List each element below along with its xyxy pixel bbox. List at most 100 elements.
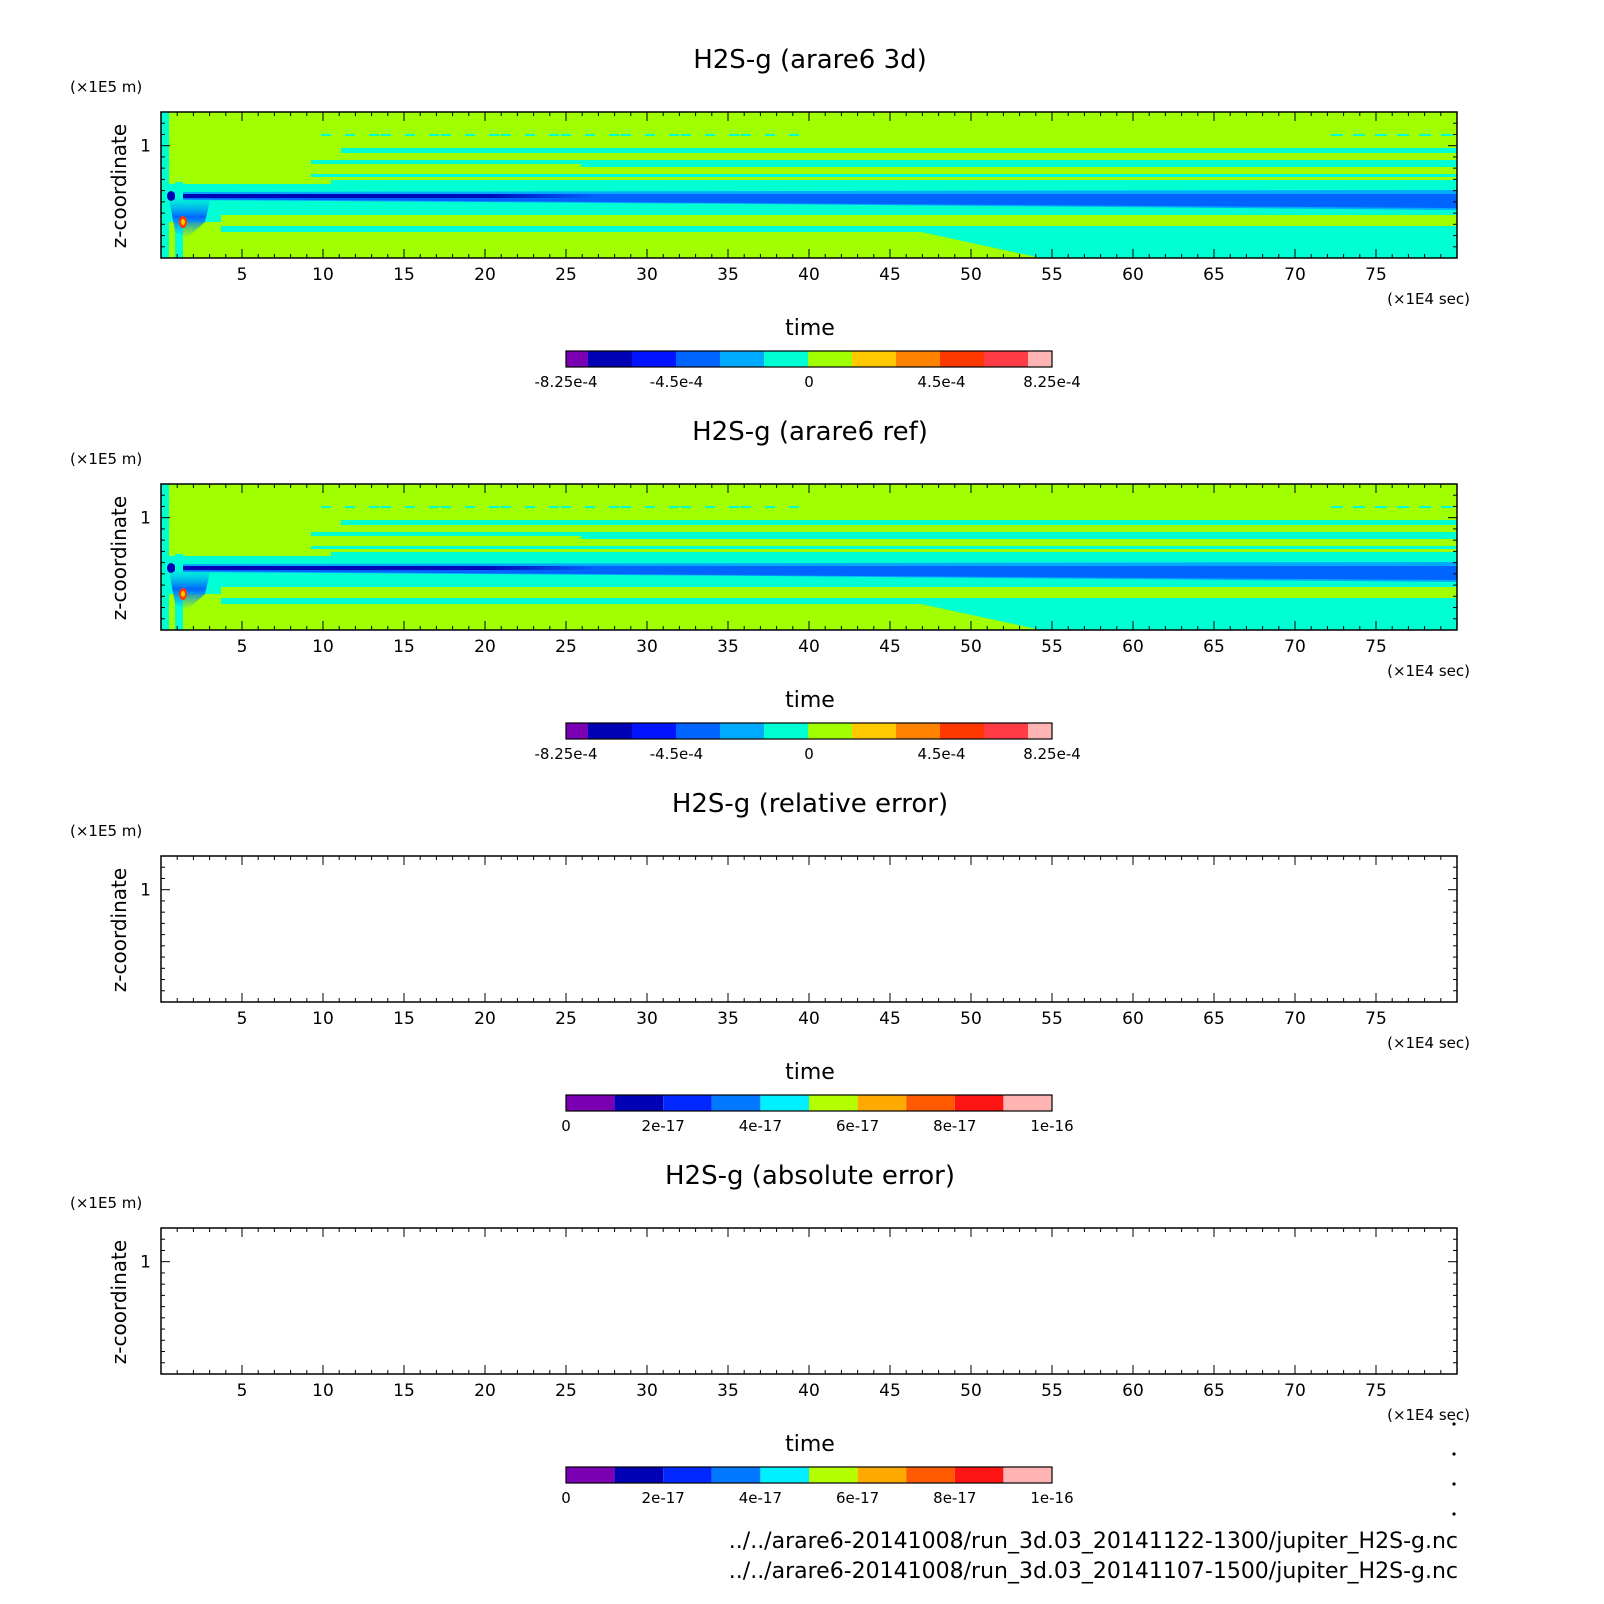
contour-fleck [525,134,535,136]
colorbar: 0 2e-17 4e-17 6e-17 8e-17 1e-16 [561,1094,1074,1135]
contour-fleck [369,506,379,508]
colorbar-swatch [588,723,632,739]
plume-core [169,196,211,238]
colorbar-frame [565,350,1053,368]
y-unit: (×1E5 m) [70,450,142,468]
x-axis-label: time [785,316,835,341]
x-tick-label: 55 [1041,1009,1063,1029]
y-unit: (×1E5 m) [70,1194,142,1212]
plot-axes: 5 10 15 20 25 30 35 40 45 50 55 60 65 70 75 1 [140,1227,1458,1401]
x-tick-label: 65 [1203,1381,1225,1401]
contour-fleck [645,134,655,136]
contour-fleck [501,134,511,136]
x-tick-label: 45 [879,1009,901,1029]
colorbar-label: -4.5e-4 [650,745,703,763]
plot-area [161,484,1457,630]
contour-fleck [1397,506,1409,508]
colorbar-swatch [857,1467,907,1483]
colorbar-swatch [1028,351,1052,367]
marker-dot [1452,1452,1456,1456]
x-axis-label: time [785,1432,835,1457]
yellow-band [221,215,1457,229]
colorbar-label: 2e-17 [642,1117,685,1135]
x-tick-label: 20 [474,1381,496,1401]
contour-fleck [621,506,631,508]
contour-fleck [1419,134,1431,136]
colorbar-frame [565,1094,1053,1112]
x-unit: (×1E4 sec) [1387,290,1470,308]
contour-fleck [681,506,691,508]
colorbar-swatch [566,351,588,367]
panel-4: H2S-g (absolute error) (×1E5 m) z-coordi… [70,1161,1470,1507]
colorbar-swatch [676,723,720,739]
x-tick-label: 40 [798,637,820,657]
contour-fleck [729,506,739,508]
colorbar-frame [565,1466,1053,1484]
colorbar-label: 0 [561,1489,571,1507]
contour-fleck [369,134,379,136]
x-tick-label: 50 [960,265,982,285]
colorbar-swatch [1003,1467,1052,1483]
x-tick-label: 25 [555,1381,577,1401]
colorbar-swatch [720,351,764,367]
colorbar-label: 0 [804,745,814,763]
colorbar-swatch [632,723,676,739]
colorbar-swatch [676,351,720,367]
contour-fleck [429,506,439,508]
panel-2: H2S-g (arare6 ref) (×1E5 m) z-coordinate… [70,417,1470,763]
contour-fleck [441,134,451,136]
colorbar-frame [565,722,1053,740]
colorbar-label: 4.5e-4 [918,373,966,391]
colorbar-label: 1e-16 [1030,1117,1073,1135]
colorbar-swatch [809,1095,858,1111]
x-tick-label: 45 [879,637,901,657]
contour-fleck [549,134,559,136]
contour-stripe [311,546,1457,549]
contour-fleck [609,134,619,136]
contour-fleck [669,134,679,136]
contour-fleck [765,134,775,136]
contour-fleck [525,506,535,508]
contour-fleck [741,506,751,508]
plot-frame [160,855,1458,1003]
colorbar-swatch [760,1095,809,1111]
marker-dot [1452,1422,1456,1426]
x-tick-label: 20 [474,637,496,657]
colorbar-label: -8.25e-4 [535,373,598,391]
x-tick-label: 70 [1284,265,1306,285]
x-tick-label: 30 [636,265,658,285]
contour-stripe [331,180,1457,184]
x-tick-label: 15 [393,1009,415,1029]
x-tick-label: 50 [960,1009,982,1029]
x-tick-label: 30 [636,1381,658,1401]
contour-fleck [1353,134,1365,136]
colorbar-swatch [954,1467,1004,1483]
contour-fleck [465,506,475,508]
x-tick-label: 30 [636,1009,658,1029]
contour-fleck [621,134,631,136]
colorbar-label: 0 [804,373,814,391]
x-tick-label: 40 [798,1381,820,1401]
colorbar-swatch [896,723,940,739]
contour-fleck [765,506,775,508]
contour-stripe [341,520,1457,525]
plot-frame [160,1227,1458,1375]
colorbar-label: 1e-16 [1030,1489,1073,1507]
panel-title: H2S-g (relative error) [672,789,948,819]
contour-stripe [311,174,1457,177]
contour-fleck [609,506,619,508]
contour-fleck [1331,506,1343,508]
contour-stripe [311,160,1457,164]
x-tick-label: 25 [555,265,577,285]
contour-fleck [405,506,415,508]
contour-fleck [1397,134,1409,136]
panel-3: H2S-g (relative error) (×1E5 m) z-coordi… [70,789,1470,1135]
colorbar-swatch [808,351,852,367]
cyan-band [221,226,1457,232]
x-tick-label: 35 [717,265,739,285]
plume-core [169,568,211,610]
colorbar-label: 0 [561,1117,571,1135]
x-tick-label: 60 [1122,637,1144,657]
panel-1: H2S-g (arare6 3d) (×1E5 m) z-coordinate … [70,45,1470,391]
